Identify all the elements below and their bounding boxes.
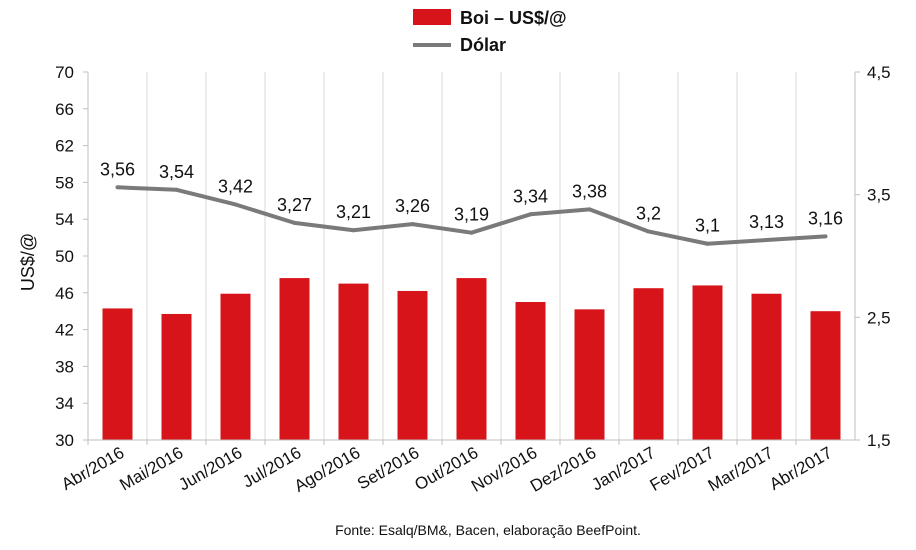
bar-boi [161,313,192,440]
y-tick-label: 58 [55,173,74,192]
data-label-dolar: 3,56 [100,159,135,179]
data-label-dolar: 3,27 [277,195,312,215]
source-note: Fonte: Esalq/BM&, Bacen, elaboração Beef… [335,522,641,538]
data-label-dolar: 3,26 [395,196,430,216]
y-tick-label: 54 [55,210,74,229]
y-tick-label: 62 [55,137,74,156]
y2-tick-label: 4,5 [867,63,891,82]
data-label-dolar: 3,54 [159,162,194,182]
legend-swatch-boi [413,9,451,25]
y-tick-label: 38 [55,357,74,376]
point-dolar [646,229,651,234]
data-label-dolar: 3,19 [454,205,489,225]
point-dolar [233,202,238,207]
y-tick-label: 50 [55,247,74,266]
bar-boi [279,278,310,440]
x-tick-label: Set/2016 [354,443,422,493]
bars-layer [102,278,841,440]
data-label-dolar: 3,13 [749,212,784,232]
x-tick-label: Ago/2016 [291,443,364,496]
legend: Boi – US$/@ Dólar [413,8,567,55]
x-tick-label: Out/2016 [411,443,481,494]
data-label-dolar: 3,42 [218,176,253,196]
x-tick-label: Mai/2016 [116,443,186,494]
line-layer [115,185,828,246]
legend-label-boi: Boi – US$/@ [460,8,567,28]
bar-boi [338,283,369,440]
legend-label-dolar: Dólar [460,35,506,55]
bar-boi [515,302,546,440]
bar-boi [456,278,487,440]
y2-tick-label: 3,5 [867,186,891,205]
bar-boi [810,311,841,440]
point-dolar [292,220,297,225]
point-dolar [410,222,415,227]
bar-boi [397,290,428,440]
x-tick-label: Nov/2016 [468,443,541,496]
y-tick-label: 46 [55,284,74,303]
y2-tick-label: 2,5 [867,308,891,327]
point-dolar [823,234,828,239]
data-label-dolar: 3,38 [572,181,607,201]
y-tick-label: 30 [55,431,74,450]
point-dolar [705,241,710,246]
bar-boi [751,293,782,440]
y-axis-title: US$/@ [18,233,38,291]
x-tick-label: Abr/2017 [766,443,835,494]
data-label-dolar: 3,16 [808,208,843,228]
y-tick-label: 34 [55,394,74,413]
point-dolar [351,228,356,233]
data-label-dolar: 3,21 [336,202,371,222]
data-label-dolar: 3,2 [636,203,661,223]
x-tick-label: Dez/2016 [527,443,600,496]
x-tick-label: Fev/2017 [647,443,718,495]
bar-boi [220,293,251,440]
y-tick-label: 66 [55,100,74,119]
labels-layer: 3,56 3,54 3,42 3,27 3,21 3,26 3,19 3,34 3,38 3,2 3… [100,159,843,235]
bar-boi [574,309,605,440]
data-label-dolar: 3,1 [695,216,720,236]
grid-layer [146,72,797,440]
point-dolar [528,212,533,217]
bar-boi [633,288,664,440]
point-dolar [587,207,592,212]
data-label-dolar: 3,34 [513,186,548,206]
bar-boi [692,285,723,440]
x-tick-label: Jun/2016 [175,443,245,494]
point-dolar [469,230,474,235]
y2-tick-label: 1,5 [867,431,891,450]
x-tick-label: Abr/2016 [58,443,127,494]
y-tick-label: 70 [55,63,74,82]
x-tick-label: Mar/2017 [705,443,777,495]
x-tick-label: Jan/2017 [588,443,658,494]
point-dolar [115,185,120,190]
point-dolar [174,187,179,192]
y-tick-label: 42 [55,321,74,340]
point-dolar [764,238,769,243]
bar-boi [102,308,133,440]
